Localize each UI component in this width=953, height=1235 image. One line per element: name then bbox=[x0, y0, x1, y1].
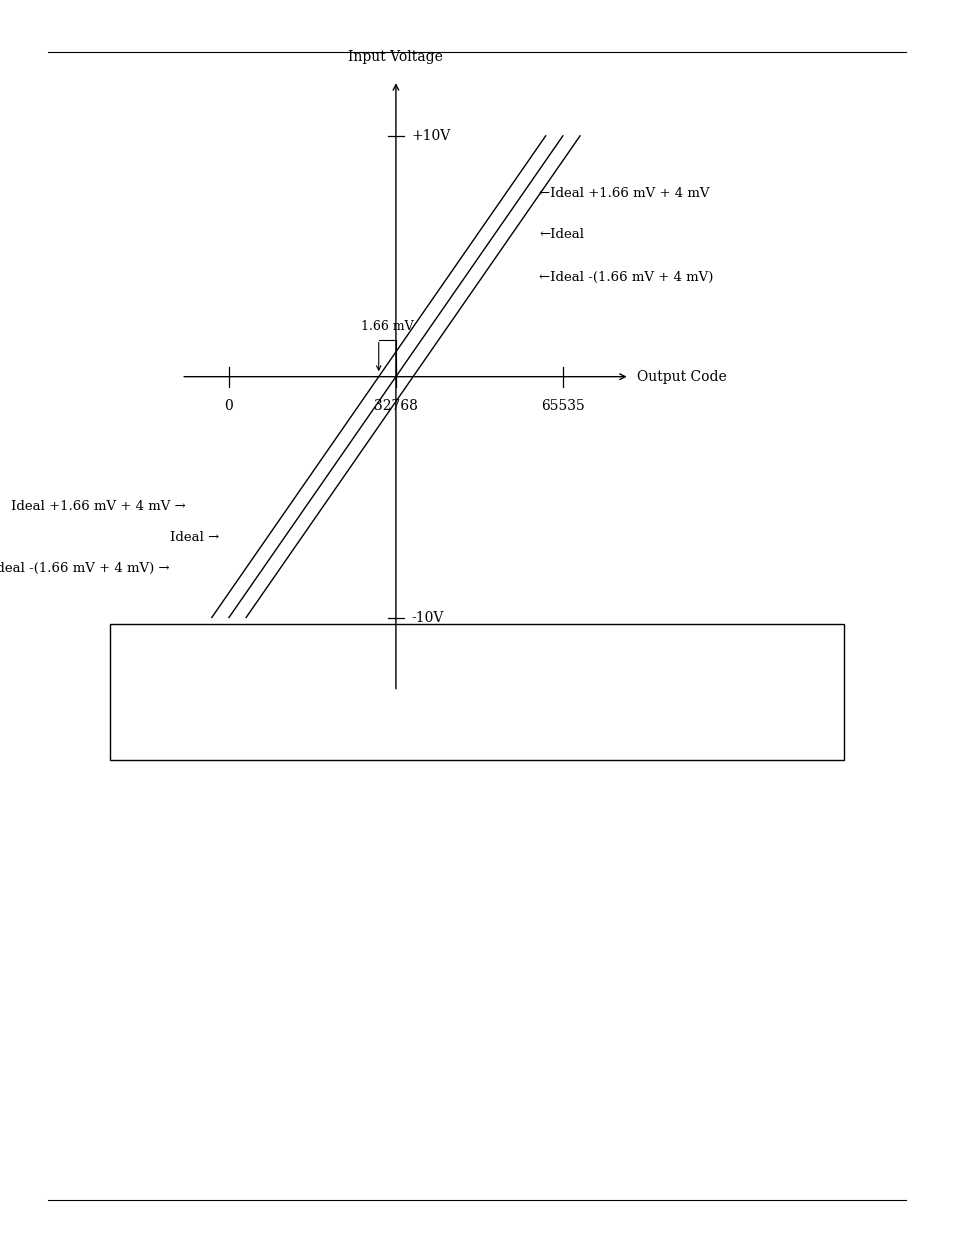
Text: Ideal -(1.66 mV + 4 mV) →: Ideal -(1.66 mV + 4 mV) → bbox=[0, 562, 170, 574]
Text: 65535: 65535 bbox=[540, 399, 584, 412]
Text: Output Code: Output Code bbox=[637, 369, 726, 384]
Text: -10V: -10V bbox=[411, 610, 443, 625]
Text: ←Ideal: ←Ideal bbox=[538, 228, 583, 241]
Text: Input Voltage: Input Voltage bbox=[348, 51, 443, 64]
Text: 0: 0 bbox=[224, 399, 233, 412]
Text: Ideal →: Ideal → bbox=[170, 531, 219, 543]
Text: Ideal +1.66 mV + 4 mV →: Ideal +1.66 mV + 4 mV → bbox=[11, 500, 186, 513]
Text: 32768: 32768 bbox=[374, 399, 417, 412]
Text: ←Ideal +1.66 mV + 4 mV: ←Ideal +1.66 mV + 4 mV bbox=[538, 188, 709, 200]
Text: 1.66 mV: 1.66 mV bbox=[360, 320, 414, 333]
Text: +10V: +10V bbox=[411, 128, 450, 143]
Text: ←Ideal -(1.66 mV + 4 mV): ←Ideal -(1.66 mV + 4 mV) bbox=[538, 272, 713, 284]
